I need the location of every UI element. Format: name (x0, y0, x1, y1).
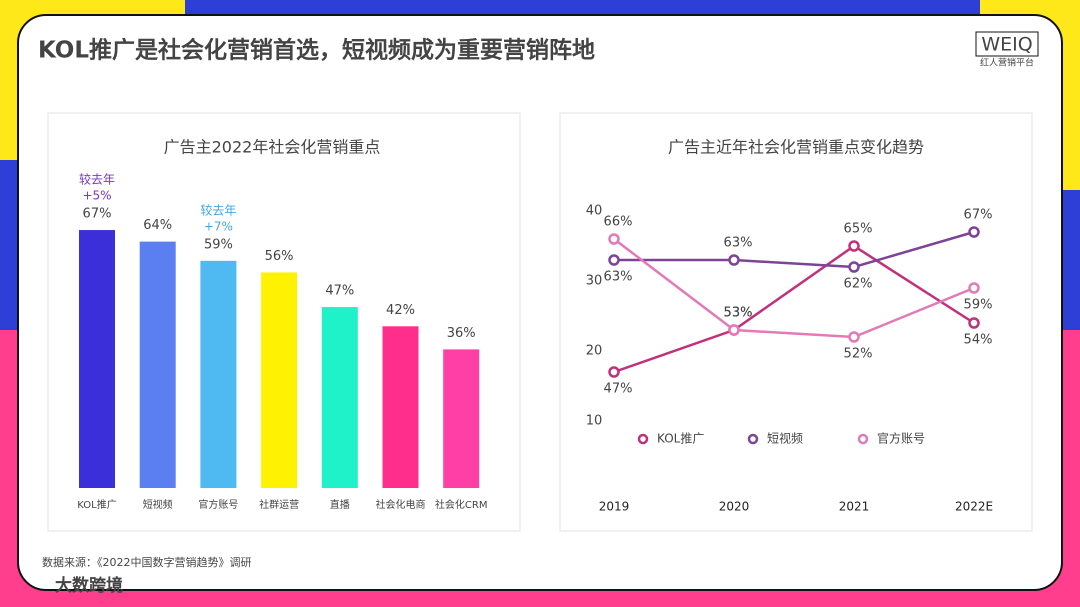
value-label: 67% (83, 207, 112, 222)
x-tick-label: 2021 (839, 500, 870, 514)
annotation: +7% (204, 219, 233, 233)
x-tick-label: 短视频 (143, 498, 173, 511)
legend-label: 短视频 (767, 431, 803, 446)
point (968, 317, 980, 329)
value-label: 47% (604, 382, 633, 397)
point (728, 254, 740, 266)
value-label: 53% (724, 306, 753, 321)
bar (79, 230, 115, 489)
annotation: 较去年 (200, 202, 236, 217)
value-label: 59% (204, 237, 233, 252)
x-tick-label: 官方账号 (198, 498, 238, 511)
x-tick-label: 社群运营 (259, 498, 299, 511)
logo: WEIQ (981, 34, 1032, 56)
bar-chart: 67% KOL推广 64% 短视频 59% 官方账号 56% 社群运营 47% 直播 42% 社会化电… (77, 172, 487, 511)
annotation: 较去年 (79, 172, 115, 187)
annotation: +5% (82, 189, 111, 203)
legend-label: 官方账号 (877, 431, 925, 446)
x-tick-label: 社会化电商 (376, 498, 426, 511)
point (608, 366, 620, 378)
legend-marker (747, 433, 759, 445)
x-tick-label: 2022E (955, 500, 993, 514)
logo-sub: 红人营销平台 (980, 57, 1034, 69)
series-line (613, 244, 975, 374)
x-tick-label: 社会化CRM (435, 498, 488, 511)
value-label: 66% (604, 215, 633, 230)
point (848, 331, 860, 343)
chart-title: 广告主2022年社会化营销重点 (164, 138, 381, 157)
point (608, 254, 620, 266)
bar (382, 326, 419, 488)
bar (261, 272, 298, 488)
value-label: 42% (386, 303, 415, 318)
bar (443, 349, 480, 488)
value-label: 59% (964, 298, 993, 313)
x-tick-label: 直播 (330, 498, 350, 511)
point (728, 324, 740, 336)
y-tick-label: 10 (586, 414, 603, 429)
x-tick-label: 2019 (599, 500, 630, 514)
legend-label: KOL推广 (657, 432, 704, 446)
y-tick-label: 20 (586, 344, 603, 359)
point (608, 233, 620, 245)
series-line (614, 230, 975, 269)
point (848, 240, 860, 252)
value-label: 56% (265, 249, 294, 264)
x-tick-label: KOL推广 (77, 498, 116, 511)
value-label: 47% (325, 284, 354, 299)
bar (200, 260, 237, 488)
value-label: 67% (964, 208, 993, 223)
value-label: 52% (844, 347, 873, 362)
slide-title: KOL推广是社会化营销首选，短视频成为重要营销阵地 (38, 37, 595, 64)
point (848, 261, 860, 273)
watermark: 大数跨境 (55, 575, 123, 596)
y-tick-label: 40 (586, 204, 603, 219)
value-label: 65% (844, 222, 873, 237)
series-line (613, 238, 975, 339)
line-chart: 10 20 30 40 2019 2020 2021 2022E 47% 53% 65% 54% KOL… (586, 204, 993, 514)
value-label: 36% (447, 326, 476, 341)
x-tick-label: 2020 (719, 500, 750, 514)
y-tick-label: 30 (586, 274, 603, 289)
value-label: 62% (844, 277, 873, 292)
value-label: 63% (604, 270, 633, 285)
point (968, 282, 980, 294)
value-label: 54% (964, 333, 993, 348)
chart-title: 广告主近年社会化营销重点变化趋势 (668, 138, 924, 157)
source: 数据来源：《2022中国数字营销趋势》调研 (42, 555, 252, 569)
logo-box (975, 31, 1039, 57)
bar (321, 307, 358, 488)
value-label: 53% (724, 306, 753, 321)
legend-marker (637, 433, 649, 445)
value-label: 64% (143, 218, 172, 233)
bar (139, 241, 176, 488)
card (559, 112, 1033, 532)
point (968, 226, 980, 238)
value-label: 63% (724, 236, 753, 251)
legend-marker (857, 433, 869, 445)
